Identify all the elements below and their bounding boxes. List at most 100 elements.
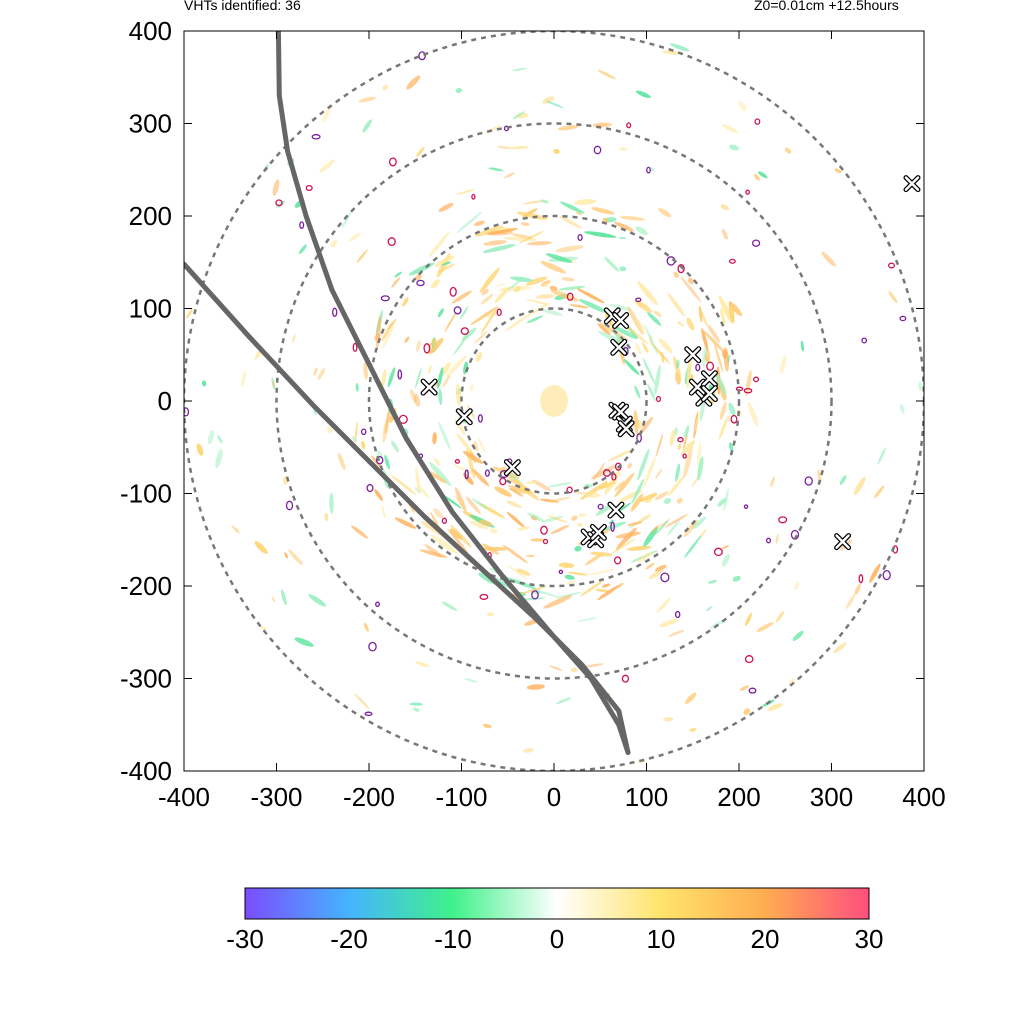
echo-cell xyxy=(390,474,417,495)
updraft-contour xyxy=(861,337,868,344)
y-tick-label: 400 xyxy=(129,16,172,46)
echo-cell xyxy=(313,367,318,376)
x-tick-label: -200 xyxy=(343,782,395,812)
echo-cell xyxy=(635,226,648,235)
echo-cell xyxy=(477,437,486,454)
echo-cell xyxy=(470,520,489,530)
echo-cell xyxy=(647,312,662,326)
echo-cell xyxy=(642,357,656,385)
echo-cell xyxy=(668,629,685,637)
updraft-contour xyxy=(453,306,462,315)
updraft-contour xyxy=(416,279,425,287)
echo-cell xyxy=(455,496,464,507)
colorbar xyxy=(244,887,870,920)
echo-cell xyxy=(404,336,410,343)
core-echo xyxy=(540,385,568,417)
echo-cell xyxy=(504,314,530,332)
colorbar-tick-label: 0 xyxy=(550,924,564,954)
updraft-contour xyxy=(332,307,338,318)
colorbar-tick-label: -20 xyxy=(330,924,368,954)
vht-marker xyxy=(455,408,473,426)
updraft-contour xyxy=(366,483,374,493)
echo-cell xyxy=(649,341,670,364)
updraft-contour xyxy=(677,437,684,443)
echo-cell xyxy=(525,301,551,319)
echo-cell xyxy=(482,546,509,551)
echo-cell xyxy=(659,618,679,628)
updraft-contour xyxy=(636,433,642,443)
echo-cell xyxy=(539,498,560,503)
echo-cell xyxy=(413,393,421,407)
y-tick-label: 300 xyxy=(129,109,172,139)
updraft-contour xyxy=(804,476,813,486)
echo-cell xyxy=(590,551,613,557)
echo-cell xyxy=(196,443,204,456)
echo-cell xyxy=(614,480,625,491)
updraft-contour xyxy=(682,453,687,459)
echo-cell xyxy=(326,426,333,434)
echo-cell xyxy=(706,606,713,612)
echo-cell xyxy=(456,211,483,233)
echo-cell xyxy=(567,571,588,576)
y-tick-label: 0 xyxy=(158,386,172,416)
echo-cell xyxy=(627,521,643,527)
echo-cell xyxy=(590,207,615,215)
updraft-contour xyxy=(646,166,651,174)
echo-cell xyxy=(545,253,572,263)
echo-cell xyxy=(584,231,617,238)
echo-cell xyxy=(259,625,268,631)
echo-cell xyxy=(566,580,577,585)
echo-cell xyxy=(438,388,443,406)
echo-cell xyxy=(550,525,570,534)
echo-cell xyxy=(294,637,314,647)
echo-cell xyxy=(739,685,749,691)
echo-cell xyxy=(488,167,504,172)
echo-cell xyxy=(319,159,335,173)
echo-cell xyxy=(609,303,632,311)
echo-cell xyxy=(280,589,287,606)
vht-marker-cross xyxy=(618,421,634,436)
updraft-contour xyxy=(597,503,604,510)
echo-cell xyxy=(507,276,525,291)
echo-cell xyxy=(598,331,622,344)
echo-cell xyxy=(558,562,575,569)
updraft-contour xyxy=(621,674,630,683)
echo-cell xyxy=(675,463,681,482)
vht-marker xyxy=(612,312,630,330)
echo-cell xyxy=(272,380,275,388)
echo-cell xyxy=(427,470,447,484)
echo-cell xyxy=(363,622,369,632)
echo-cell xyxy=(506,511,525,528)
updraft-contour xyxy=(364,711,373,717)
updraft-contour xyxy=(499,477,507,486)
echo-cell xyxy=(647,383,656,402)
echo-cell xyxy=(689,728,697,732)
echo-cell xyxy=(723,487,729,511)
echo-cell xyxy=(483,240,507,246)
echo-cell xyxy=(667,520,680,536)
echo-cell xyxy=(522,748,534,753)
header-run-info: Z0=0.01cm +12.5hours xyxy=(754,0,899,13)
echo-cell xyxy=(272,179,280,196)
updraft-contour xyxy=(387,237,396,247)
updraft-contour xyxy=(728,258,736,264)
vht-marker xyxy=(589,523,607,541)
echo-cell xyxy=(384,454,390,470)
echo-cell xyxy=(718,415,729,440)
echo-cell xyxy=(833,642,847,654)
x-tick-label: 100 xyxy=(625,782,668,812)
echo-cell xyxy=(717,497,727,507)
y-axis: 400 300 200 100 0 -100 -200 -300 -400 xyxy=(120,16,924,786)
echo-cell xyxy=(576,211,583,216)
echo-cell xyxy=(384,406,391,434)
vht-marker-cross xyxy=(457,409,472,424)
echo-cell xyxy=(402,297,409,307)
echo-cell xyxy=(240,370,246,388)
updraft-contour xyxy=(765,537,772,544)
updraft-contour xyxy=(677,263,685,274)
echo-cell xyxy=(540,282,551,288)
echo-cell xyxy=(449,528,463,540)
vht-marker xyxy=(834,533,852,551)
echo-cell xyxy=(699,396,706,422)
echo-cell xyxy=(382,84,388,91)
